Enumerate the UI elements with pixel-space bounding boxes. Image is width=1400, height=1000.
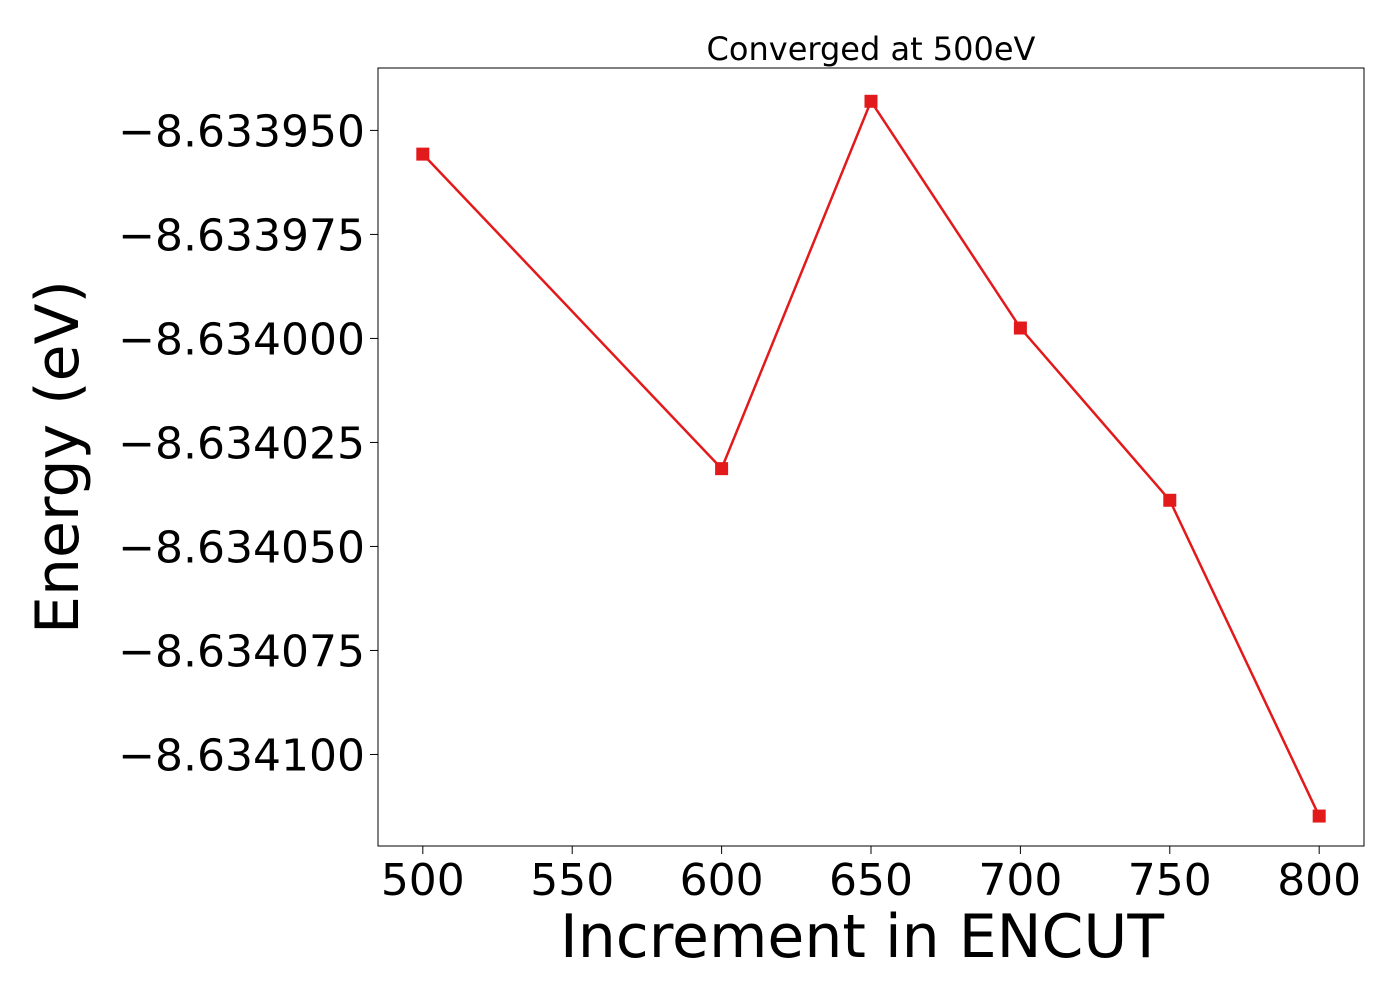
data-point-marker: [715, 462, 729, 476]
x-tick-label: 650: [829, 855, 913, 906]
y-axis-ticks: −8.633950 −8.633975 −8.634000 −8.634025 −8.6…: [118, 106, 378, 781]
x-tick-label: 800: [1277, 855, 1361, 906]
axes-frame: [377, 67, 1365, 847]
data-point-marker: [1013, 321, 1027, 335]
y-tick-label: −8.634100: [118, 730, 365, 781]
data-point-marker: [1312, 809, 1326, 823]
y-tick-label: −8.634025: [118, 418, 365, 469]
data-point-marker: [1163, 493, 1177, 507]
x-axis-title: Increment in ENCUT: [560, 902, 1164, 972]
chart-title: Converged at 500eV: [707, 30, 1036, 68]
x-tick-label: 700: [978, 855, 1062, 906]
data-point-marker: [864, 94, 878, 108]
x-tick-label: 550: [530, 855, 614, 906]
y-tick-label: −8.634000: [118, 314, 365, 365]
x-tick-label: 750: [1128, 855, 1212, 906]
series-line: [421, 98, 1321, 817]
x-tick-label: 600: [680, 855, 764, 906]
plot-area: [416, 94, 1326, 823]
x-axis-ticks: 500 550 600 650 700 750 800: [381, 846, 1361, 906]
y-tick-label: −8.633975: [118, 210, 365, 261]
y-tick-label: −8.633950: [118, 106, 365, 157]
y-tick-label: −8.634050: [118, 522, 365, 573]
y-axis-title: Energy (eV): [23, 280, 93, 634]
y-tick-label: −8.634075: [118, 626, 365, 677]
x-tick-label: 500: [381, 855, 465, 906]
data-point-marker: [416, 147, 430, 161]
